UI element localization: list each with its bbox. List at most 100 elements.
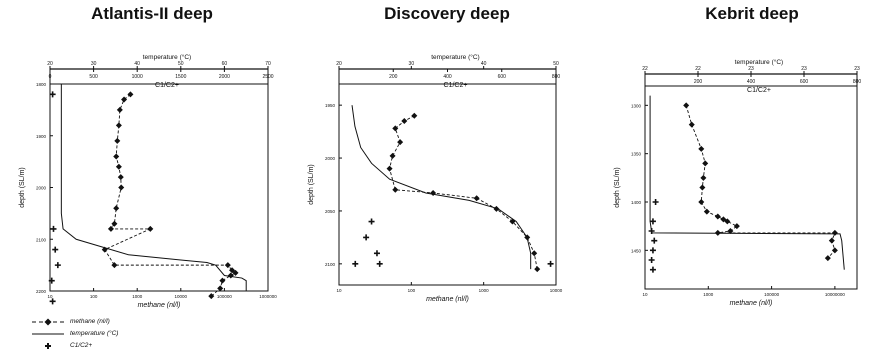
legend-label-methane: methane (nl/l) — [70, 318, 110, 325]
data-point-methane-kebrit — [700, 174, 707, 181]
data-point-ratio-atlantis — [49, 91, 56, 98]
x-tick-label-kebrit: 10000000 — [825, 292, 846, 297]
data-point-methane-atlantis — [219, 277, 226, 284]
data-point-ratio-atlantis — [52, 246, 59, 253]
mid-tick-label-kebrit: 800 — [853, 79, 862, 85]
legend-label-ratio: C1/C2+ — [70, 342, 93, 349]
mid-tick-label-kebrit: 200 — [694, 79, 703, 85]
data-point-methane-kebrit — [724, 218, 731, 225]
data-point-methane-kebrit — [831, 229, 838, 236]
data-point-ratio-kebrit — [648, 257, 655, 263]
x-tick-label-atlantis: 10 — [47, 294, 53, 299]
top-tick-label-kebrit: 22 — [642, 66, 648, 72]
data-point-methane-atlantis — [117, 174, 124, 181]
data-point-methane-discovery — [473, 195, 480, 202]
legend: methane (nl/l) temperature (°C) C1/C2+ — [30, 316, 190, 352]
top-tick-label-atlantis: 70 — [265, 61, 271, 67]
x-tick-label-discovery: 1000 — [479, 288, 490, 293]
data-point-methane-atlantis — [107, 225, 114, 232]
legend-symbol-ratio — [45, 343, 51, 349]
plot-frame-discovery — [338, 83, 557, 286]
x-tick-label-discovery: 10 — [336, 288, 342, 293]
mid-tick-label-discovery: 400 — [443, 74, 452, 80]
top-tick-label-discovery: 50 — [553, 61, 559, 67]
mid-tick-label-discovery: 600 — [498, 74, 507, 80]
data-point-ratio-kebrit — [649, 266, 656, 273]
top-tick-label-discovery: 20 — [336, 61, 342, 67]
top-tick-label-kebrit: 23 — [854, 66, 860, 72]
data-point-methane-kebrit — [733, 223, 740, 230]
y-tick-label-kebrit: 1400 — [631, 200, 642, 205]
x-tick-label-discovery: 10000 — [550, 288, 563, 293]
data-point-methane-kebrit — [703, 208, 710, 215]
data-point-methane-discovery — [534, 266, 541, 273]
y-tick-label-kebrit: 1450 — [631, 248, 642, 253]
mid-tick-label-discovery: 800 — [552, 74, 561, 80]
data-point-methane-atlantis — [147, 225, 154, 232]
mid-tick-label-atlantis: 2500 — [262, 74, 273, 80]
plot-frame-atlantis — [49, 83, 269, 292]
legend-item-temperature: temperature (°C) — [30, 328, 190, 339]
mid-tick-label-atlantis: 2000 — [219, 74, 230, 80]
data-point-ratio-kebrit — [649, 218, 656, 225]
data-point-ratio-atlantis — [48, 277, 55, 284]
series-line-methane-discovery — [389, 115, 538, 270]
mid-tick-label-atlantis: 1000 — [132, 74, 143, 80]
data-point-methane-kebrit — [824, 255, 831, 262]
legend-item-methane: methane (nl/l) — [30, 316, 190, 327]
data-point-methane-kebrit — [702, 160, 709, 167]
data-point-methane-atlantis — [113, 205, 120, 212]
top-tick-label-atlantis: 30 — [91, 61, 97, 67]
data-point-ratio-discovery — [547, 260, 554, 267]
data-point-methane-atlantis — [127, 91, 134, 98]
y-tick-label-atlantis: 1800 — [36, 82, 47, 87]
data-point-methane-atlantis — [232, 269, 239, 276]
mid-tick-label-kebrit: 600 — [800, 79, 809, 85]
y-tick-label-discovery: 2050 — [325, 209, 336, 214]
data-point-ratio-kebrit — [651, 237, 658, 244]
top-axis-label-discovery: temperature (°C) — [431, 53, 479, 61]
top-tick-label-kebrit: 23 — [748, 66, 754, 72]
data-point-methane-discovery — [401, 118, 408, 125]
series-line-temperature-atlantis — [60, 84, 247, 291]
data-point-methane-discovery — [531, 250, 538, 257]
plot-frame-kebrit — [644, 85, 858, 290]
x-tick-label-atlantis: 1000 — [132, 294, 143, 299]
data-point-methane-discovery — [392, 125, 399, 132]
data-point-methane-discovery — [397, 139, 404, 146]
legend-label-temperature: temperature (°C) — [70, 330, 119, 337]
y-tick-label-discovery: 2100 — [325, 262, 336, 267]
data-point-methane-kebrit — [699, 184, 706, 191]
top-axis-label-kebrit: temperature (°C) — [735, 58, 783, 66]
mid-tick-label-discovery: 200 — [389, 74, 398, 80]
data-point-ratio-discovery — [352, 260, 359, 267]
y-tick-label-atlantis: 1900 — [36, 134, 47, 139]
chart-title-discovery: Discovery deep — [384, 4, 510, 23]
x-axis-label-discovery: methane (nl/l) — [426, 296, 469, 303]
series-line-temperature-kebrit — [649, 95, 845, 270]
data-point-methane-atlantis — [229, 267, 236, 274]
x-tick-label-atlantis: 1000000 — [259, 294, 277, 299]
data-point-methane-kebrit — [698, 145, 705, 152]
mid-tick-label-atlantis: 500 — [89, 74, 98, 80]
mid-axis-label-discovery: C1/C2+ — [444, 82, 468, 89]
data-point-ratio-discovery — [363, 234, 370, 241]
data-point-methane-kebrit — [698, 199, 705, 205]
top-tick-label-kebrit: 23 — [801, 66, 807, 72]
y-tick-label-discovery: 2000 — [325, 156, 336, 161]
data-point-methane-atlantis — [227, 272, 234, 279]
x-tick-label-kebrit: 100000 — [764, 292, 780, 297]
data-point-methane-atlantis — [121, 96, 128, 103]
data-point-methane-discovery — [411, 112, 418, 119]
legend-symbol-methane — [32, 318, 64, 326]
y-tick-label-kebrit: 1350 — [631, 152, 642, 157]
y-axis-label-discovery: depth (SL/m) — [308, 164, 315, 204]
series-line-methane-atlantis — [104, 94, 237, 297]
x-tick-label-discovery: 100 — [408, 288, 416, 293]
y-axis-label-atlantis: depth (SL/m) — [19, 167, 26, 207]
data-point-methane-atlantis — [217, 285, 224, 292]
data-point-methane-kebrit — [831, 247, 838, 254]
series-line-temperature-discovery — [351, 105, 532, 270]
x-axis-label-kebrit: methane (nl/l) — [730, 300, 773, 307]
